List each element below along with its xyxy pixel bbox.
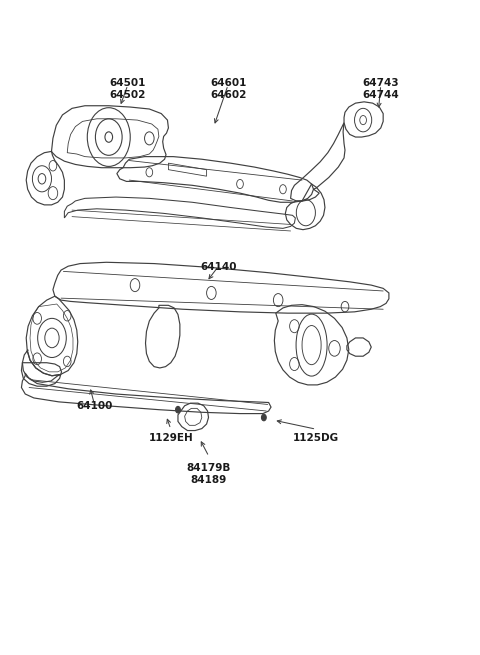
Text: 1129EH: 1129EH [148,433,193,443]
Text: 64140: 64140 [200,262,237,272]
Circle shape [176,406,180,413]
Text: 64501
64502: 64501 64502 [109,78,146,100]
Text: 84179B
84189: 84179B 84189 [187,462,231,485]
Text: 64601
64602: 64601 64602 [210,78,246,100]
Text: 64743
64744: 64743 64744 [362,78,399,100]
Text: 1125DG: 1125DG [293,433,339,443]
Circle shape [262,414,266,421]
Text: 64100: 64100 [76,401,113,411]
